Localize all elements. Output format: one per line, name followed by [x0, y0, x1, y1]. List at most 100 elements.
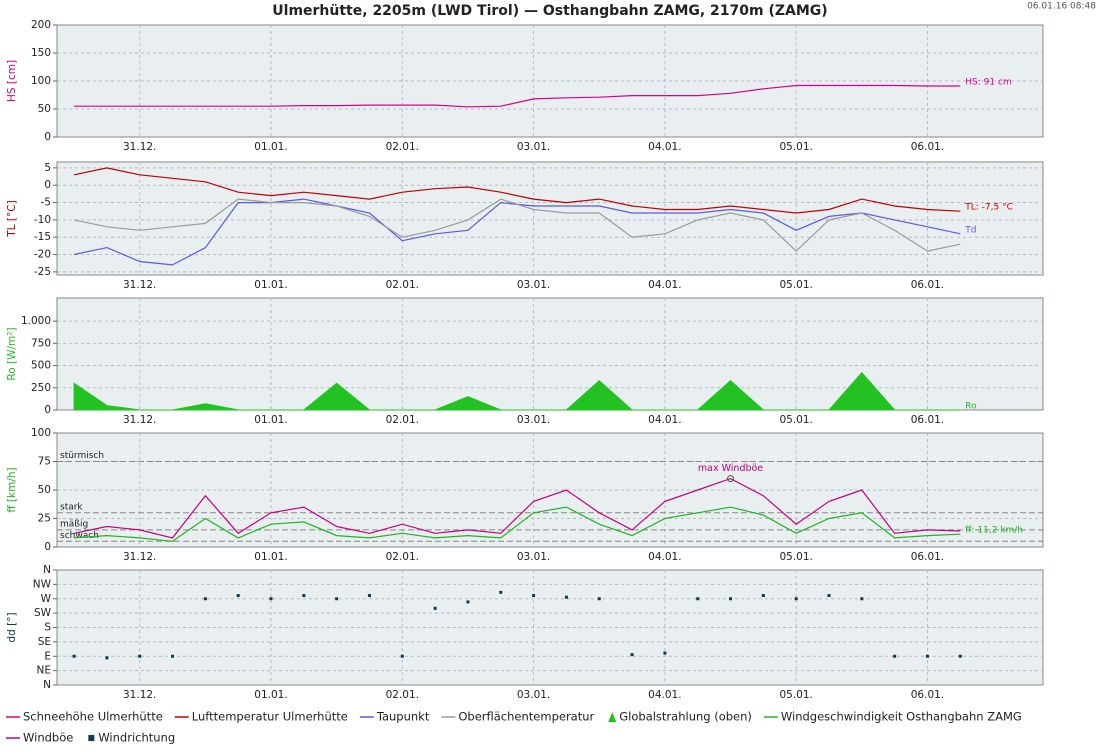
y-tick-label: W [41, 593, 52, 605]
point [171, 654, 175, 658]
legend-label: Globalstrahlung (oben) [619, 710, 752, 724]
y-tick-label: 250 [31, 382, 51, 394]
point [925, 654, 929, 658]
y-tick-label: 100 [31, 75, 51, 87]
x-tick-label: 06.01. [911, 414, 944, 426]
y-tick-label: 500 [31, 360, 51, 372]
legend-icon [608, 712, 617, 722]
y-tick-label: 5 [44, 162, 51, 174]
point [630, 653, 634, 657]
legend-item[interactable]: Lufttemperatur Ulmerhütte [174, 710, 348, 724]
end-label: Ro [965, 402, 977, 412]
level-label: stürmisch [60, 451, 104, 461]
y-tick-label: E [44, 650, 51, 662]
point [663, 651, 667, 655]
x-tick-label: 05.01. [779, 689, 812, 701]
y-tick-label: 75 [38, 456, 51, 468]
legend-item[interactable]: Windrichtung [88, 731, 175, 745]
legend-label: Lufttemperatur Ulmerhütte [192, 710, 348, 724]
point [729, 597, 733, 601]
y-tick-label: S [44, 622, 51, 634]
y-tick-label: 0 [44, 404, 51, 416]
y-tick-label: N [43, 564, 51, 576]
y-tick-label: 750 [31, 337, 51, 349]
x-tick-label: 06.01. [911, 689, 944, 701]
y-tick-label: -25 [34, 266, 51, 278]
x-tick-label: 04.01. [648, 689, 681, 701]
x-tick-label: 01.01. [254, 689, 287, 701]
x-tick-label: 01.01. [254, 414, 287, 426]
line [74, 506, 961, 542]
plot-area [56, 161, 1044, 276]
legend-label: Taupunkt [376, 710, 430, 724]
point [72, 654, 76, 658]
point [958, 654, 962, 658]
x-tick-label: 03.01. [517, 279, 550, 291]
x-tick-label: 03.01. [517, 689, 550, 701]
x-tick-label: 03.01. [517, 141, 550, 153]
y-tick-label: 1.000 [21, 315, 51, 327]
x-tick-label: 01.01. [254, 141, 287, 153]
plot-area [56, 297, 1044, 411]
line [73, 477, 961, 539]
y-tick-label: -5 [41, 197, 51, 209]
end-label: TL: -7,5 °C [964, 203, 1013, 213]
x-tick-label: 02.01. [386, 689, 419, 701]
line [73, 167, 961, 214]
point [499, 590, 503, 594]
level-label: schwach [60, 531, 99, 541]
x-tick-label: 06.01. [911, 551, 944, 563]
point [335, 597, 339, 601]
line [74, 84, 961, 108]
max-label: max Windböe [698, 463, 763, 474]
point [466, 600, 470, 604]
x-tick-label: 02.01. [386, 414, 419, 426]
legend-item[interactable]: Windböe [6, 731, 73, 745]
timestamp: 06.01.16 08:48 [1027, 2, 1096, 12]
legend-item[interactable]: Taupunkt [359, 710, 430, 724]
point [269, 597, 273, 601]
point [203, 597, 207, 601]
level-label: stark [60, 502, 83, 512]
point [696, 597, 700, 601]
y-tick-label: SE [38, 636, 51, 648]
y-tick-label: N [43, 679, 51, 691]
point [827, 594, 831, 598]
x-tick-label: 04.01. [648, 414, 681, 426]
y-tick-label: -10 [34, 214, 51, 226]
legend-label: Oberflächentemperatur [458, 710, 594, 724]
legend-icon [88, 735, 95, 741]
point [105, 656, 109, 660]
end-label: ff: 11,2 km/h [965, 526, 1023, 536]
x-tick-label: 31.12. [123, 689, 156, 701]
y-tick-label: 25 [38, 513, 51, 525]
x-tick-label: 02.01. [386, 551, 419, 563]
end-label: Td [964, 225, 976, 235]
legend-item[interactable]: Oberflächentemperatur [441, 710, 595, 724]
x-tick-label: 04.01. [648, 141, 681, 153]
x-tick-label: 05.01. [779, 141, 812, 153]
point [893, 654, 897, 658]
y-axis-label: TL [°C] [6, 200, 18, 237]
end-label: HS: 91 cm [965, 78, 1011, 88]
point [302, 594, 306, 598]
point [433, 606, 437, 610]
y-tick-label: 0 [44, 179, 51, 191]
line [73, 198, 961, 252]
point [138, 654, 142, 658]
y-tick-label: 150 [31, 47, 51, 59]
y-tick-label: SW [34, 607, 52, 619]
y-tick-label: 0 [44, 131, 51, 143]
legend-item[interactable]: Globalstrahlung (oben) [608, 710, 752, 724]
legend-item[interactable]: Schneehöhe Ulmerhütte [6, 710, 163, 724]
x-tick-label: 06.01. [911, 141, 944, 153]
x-tick-label: 05.01. [779, 279, 812, 291]
y-axis-label: dd [°] [6, 612, 18, 642]
x-tick-label: 05.01. [779, 414, 812, 426]
point [597, 597, 601, 601]
legend-item[interactable]: Windgeschwindigkeit Osthangbahn ZAMG [763, 710, 1022, 724]
x-tick-label: 31.12. [123, 279, 156, 291]
y-axis-label: ff [km/h] [6, 467, 18, 512]
y-axis-label: Ro [W/m²] [6, 327, 18, 380]
point [236, 594, 240, 598]
